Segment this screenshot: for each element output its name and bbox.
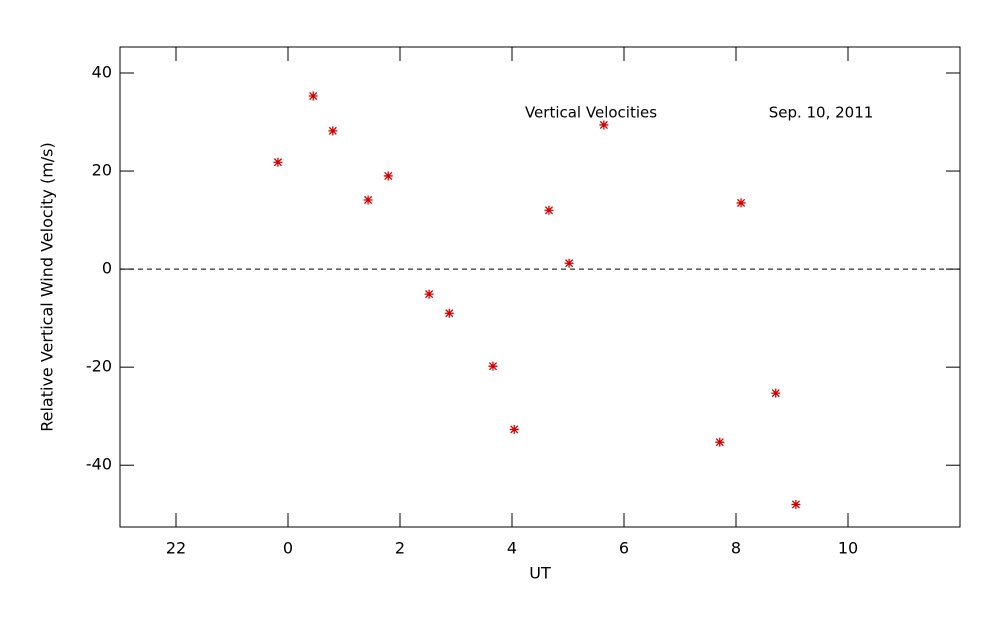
x-axis-label: UT [529,564,551,583]
point [444,308,454,318]
point [488,361,498,371]
annotation: Sep. 10, 2011 [769,104,874,122]
y-axis-label: Relative Vertical Wind Velocity (m/s) [38,142,57,432]
point [383,171,393,181]
point [771,388,781,398]
point [328,126,338,136]
point [791,499,801,509]
annotation: Vertical Velocities [525,104,657,122]
x-tick-label: 0 [283,539,293,558]
plot-frame [119,46,961,528]
x-tick-label: 2 [395,539,405,558]
y-tick-label: 40 [92,62,112,81]
x-tick-label: 6 [619,539,629,558]
point [308,91,318,101]
y-tick-label: -20 [86,357,112,376]
y-tick-label: 20 [92,161,112,180]
x-tick-label: 8 [731,539,741,558]
point [424,289,434,299]
x-tick-label: 22 [166,539,186,558]
x-tick-label: 10 [838,539,858,558]
point [736,198,746,208]
point [715,437,725,447]
x-tick-label: 4 [507,539,517,558]
y-tick-label: 0 [102,259,112,278]
point [544,205,554,215]
y-tick-label: -40 [86,455,112,474]
point [363,195,373,205]
point [599,120,609,130]
point [564,258,574,268]
point [509,424,519,434]
point [273,157,283,167]
